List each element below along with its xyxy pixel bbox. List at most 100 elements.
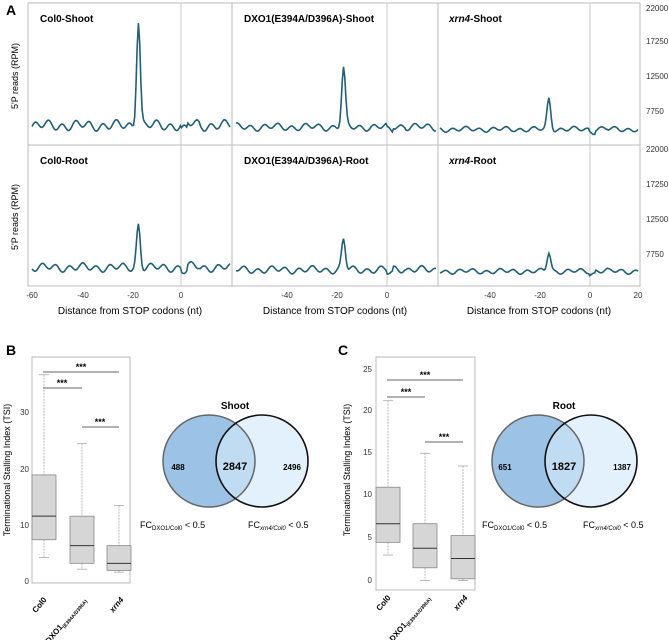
- boxplot-b-sig-labels: *** *** ***: [57, 362, 106, 427]
- boxplot-c-frame: [375, 356, 476, 591]
- y-tick-label: 7750: [646, 107, 664, 116]
- x-tick-label: 0: [588, 291, 593, 300]
- box-body: [412, 523, 438, 569]
- panel-b-venn: Shoot 488 2847 2496 FCDXO1/Col0 < 0.5 FC…: [140, 401, 309, 532]
- y-tick-label: 15: [363, 448, 372, 457]
- boxplot-b-categories: Col0 DXO1(E394A/D396A) xrn4: [30, 595, 125, 640]
- venn-b-both-count: 2847: [223, 461, 247, 473]
- venn-b-right-count: 2496: [283, 463, 301, 472]
- title-dxo1-shoot: DXO1(E394A/D396A)-Shoot: [244, 14, 375, 25]
- x-tick-label: -60: [26, 291, 38, 300]
- boxplot-c-sig-lines: [387, 379, 463, 443]
- x-tick-label: -20: [534, 291, 546, 300]
- sig-label: ***: [420, 370, 431, 380]
- x-tick-label: 0: [179, 291, 184, 300]
- venn-b-title: Shoot: [221, 401, 250, 412]
- venn-b-right-outline: [215, 414, 309, 508]
- trace-xrn4-shoot: [439, 97, 639, 136]
- trace-dxo1-shoot: [235, 66, 437, 134]
- venn-c-left-count: 651: [498, 463, 512, 472]
- x-tick-label: -40: [77, 291, 89, 300]
- panel-a: Col0-Shoot DXO1(E394A/D396A)-Shoot xrn4-…: [10, 2, 669, 317]
- category-label: Col0: [374, 593, 392, 612]
- boxplot-c-y-label: Terminational Stalling Index (TSI): [342, 404, 352, 537]
- panel-letter-a: A: [6, 2, 16, 18]
- boxplot-b-y-label: Terminational Stalling Index (TSI): [2, 404, 12, 537]
- boxplot-b-boxes: [31, 374, 132, 573]
- title-xrn4-root: xrn4-Root: [448, 156, 497, 167]
- y-tick-label: 17250: [646, 37, 669, 46]
- x-axis-label: Distance from STOP codons (nt): [263, 306, 407, 317]
- category-label: DXO1(E394A/D396A): [44, 595, 90, 640]
- category-label: Col0: [30, 595, 48, 614]
- trace-dxo1-root: [235, 238, 437, 275]
- y-tick-label: 25: [363, 365, 372, 374]
- x-tick-label: -40: [281, 291, 293, 300]
- sig-label: ***: [57, 378, 68, 388]
- category-label: xrn4: [107, 595, 126, 615]
- trace-col0-root: [31, 223, 231, 275]
- y-ticks-shoot: 22000 17250 12500 7750: [646, 4, 669, 116]
- venn-c-title: Root: [553, 401, 576, 412]
- y-axis-label-root: 5'P reads (RPM): [10, 184, 20, 250]
- y-tick-label: 20: [363, 406, 372, 415]
- y-tick-label: 12500: [646, 215, 669, 224]
- y-tick-label: 0: [368, 576, 373, 585]
- x-axis-labels: Distance from STOP codons (nt) Distance …: [58, 306, 611, 317]
- sig-label: ***: [401, 387, 412, 397]
- x-tick-label: 20: [634, 291, 643, 300]
- venn-c-left-label: FCDXO1/Col0 < 0.5: [482, 520, 547, 532]
- y-tick-label: 10: [363, 490, 372, 499]
- y-ticks-root: 22000 17250 12500 7750: [646, 145, 669, 259]
- venn-c-both-count: 1827: [552, 461, 576, 473]
- box-body: [375, 486, 401, 543]
- sig-label: ***: [95, 417, 106, 427]
- y-tick-label: 17250: [646, 180, 669, 189]
- panel-c-venn: Root 651 1827 1387 FCDXO1/Col0 < 0.5 FCx…: [482, 401, 643, 532]
- sig-label: ***: [439, 432, 450, 442]
- y-tick-label: 0: [25, 577, 30, 586]
- y-tick-label: 20: [20, 465, 29, 474]
- y-tick-label: 22000: [646, 145, 669, 154]
- venn-c-right-label: FCxrn4/Col0 < 0.5: [583, 520, 643, 532]
- sig-label: ***: [76, 362, 87, 372]
- x-tick-label: -20: [331, 291, 343, 300]
- title-xrn4-shoot: xrn4-Shoot: [448, 14, 502, 25]
- venn-b-overlap: [216, 415, 255, 507]
- category-label: DXO1(E394A/D396A): [388, 593, 434, 640]
- boxplot-c-sig-labels: *** *** ***: [401, 370, 450, 442]
- venn-c-right-outline: [544, 414, 638, 508]
- x-axis-label: Distance from STOP codons (nt): [467, 306, 611, 317]
- panel-letter-b: B: [6, 342, 16, 358]
- panel-b-boxplot: Terminational Stalling Index (TSI) 0 10 …: [2, 356, 132, 640]
- box-body: [106, 545, 132, 571]
- x-tick-label: 0: [385, 291, 390, 300]
- box-body: [31, 474, 57, 541]
- y-tick-label: 22000: [646, 4, 669, 13]
- panel-letter-c: C: [338, 342, 348, 358]
- y-axis-label-shoot: 5'P reads (RPM): [10, 43, 20, 109]
- boxplot-b-sig-lines: [43, 371, 119, 428]
- title-col0-root: Col0-Root: [40, 156, 88, 167]
- boxplot-c-categories: Col0 DXO1(E394A/D396A) xrn4: [374, 593, 469, 640]
- boxplot-c-y-ticks: 0 5 10 15 20 25: [363, 365, 372, 585]
- venn-b-left-count: 488: [171, 463, 185, 472]
- x-ticks: -60 -40 -20 0 -40 -20 0 -40 -20 0 20: [26, 291, 643, 300]
- venn-c-left-outline: [491, 414, 585, 508]
- box-body: [450, 535, 476, 580]
- trace-xrn4-root: [439, 250, 639, 277]
- boxplot-c-boxes: [375, 400, 476, 581]
- y-tick-label: 30: [20, 408, 29, 417]
- box-body: [69, 515, 95, 564]
- category-label: xrn4: [451, 593, 470, 613]
- panel-c-boxplot: Terminational Stalling Index (TSI) 0 5 1…: [342, 356, 476, 640]
- venn-b-left-outline: [162, 414, 256, 508]
- y-tick-label: 10: [20, 521, 29, 530]
- y-tick-label: 5: [368, 533, 373, 542]
- x-tick-label: -20: [127, 291, 139, 300]
- venn-c-overlap: [545, 415, 584, 507]
- trace-col0-shoot: [31, 23, 231, 133]
- title-dxo1-root: DXO1(E394A/D396A)-Root: [244, 156, 369, 167]
- boxplot-b-frame: [31, 356, 131, 584]
